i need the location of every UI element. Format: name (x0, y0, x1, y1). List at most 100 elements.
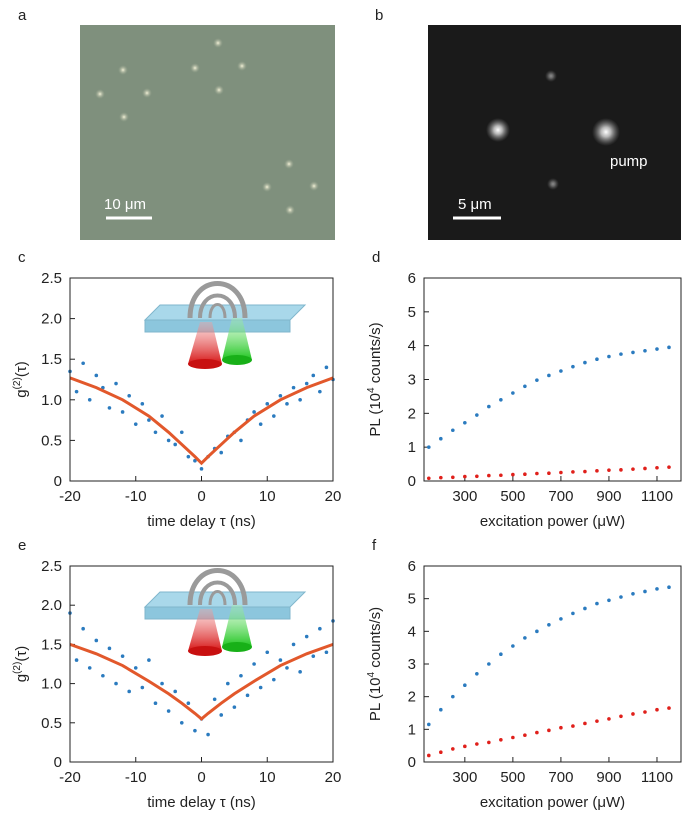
y-tick-label: 6 (408, 558, 416, 575)
data-point (74, 389, 79, 394)
annotation: pump (610, 153, 648, 170)
data-point (583, 606, 587, 611)
data-point (427, 476, 431, 481)
data-point (173, 689, 177, 694)
y-tick-label: 0.5 (41, 715, 62, 732)
data-point (583, 469, 587, 474)
data-point (619, 714, 623, 719)
data-point (511, 735, 515, 740)
x-tick-label: 20 (325, 769, 342, 786)
panel-label: d (372, 249, 380, 266)
data-point (298, 398, 302, 402)
data-point (619, 352, 623, 356)
scale-bar-label: 5 μm (458, 196, 492, 213)
x-tick-label: 10 (259, 488, 276, 505)
data-point (153, 701, 158, 705)
data-point (140, 685, 145, 690)
panel-label: f (372, 537, 377, 554)
data-point (619, 468, 623, 472)
data-point (285, 402, 289, 406)
data-point (120, 410, 125, 414)
data-point (571, 724, 575, 728)
data-point (94, 373, 99, 378)
data-point (475, 742, 479, 746)
micrograph (80, 25, 335, 240)
data-point (133, 422, 138, 426)
x-tick-label: 1100 (641, 488, 673, 505)
data-point (318, 389, 322, 394)
data-point (499, 652, 503, 656)
y-tick-label: 2.5 (41, 270, 62, 287)
data-point (114, 381, 118, 386)
fluorescence-image (428, 25, 681, 240)
y-tick-label: 4 (408, 623, 416, 640)
data-point (245, 693, 250, 698)
data-point (114, 681, 118, 686)
data-point (291, 385, 296, 390)
schematic-inset (143, 568, 307, 656)
data-point (324, 365, 329, 370)
data-point (120, 654, 125, 658)
y-tick-label: 6 (408, 270, 416, 287)
data-point (595, 469, 599, 473)
x-tick-label: 1100 (641, 769, 673, 786)
data-point (304, 634, 309, 639)
y-label-sup: 4 (366, 387, 377, 393)
data-point (451, 747, 455, 751)
y-label-text: PL (10 (367, 393, 384, 437)
data-point (535, 730, 539, 735)
plot-frame (69, 565, 334, 763)
data-point (166, 709, 171, 713)
data-point (607, 354, 611, 359)
data-point (451, 694, 455, 699)
data-point (523, 636, 527, 640)
data-point (487, 473, 491, 478)
x-tick-label: 300 (452, 769, 477, 786)
data-point (304, 381, 309, 386)
y-tick-label: 0 (54, 754, 62, 771)
data-point (272, 677, 276, 682)
fit-line (69, 642, 334, 721)
y-tick-label: 3 (408, 656, 416, 673)
data-point (81, 626, 85, 631)
data-point (655, 587, 659, 591)
data-point (133, 666, 138, 670)
x-tick-label: 500 (500, 488, 525, 505)
data-point (272, 414, 276, 418)
y-tick-label: 1.0 (41, 392, 62, 409)
data-point (523, 472, 527, 477)
data-point (439, 436, 443, 441)
data-point (499, 398, 503, 402)
data-point (655, 466, 659, 470)
schematic-inset (143, 281, 307, 369)
x-axis-label: excitation power (μW) (480, 794, 625, 811)
data-point (179, 721, 184, 725)
data-point (667, 465, 671, 469)
x-tick-label: 700 (548, 769, 573, 786)
data-point (571, 364, 575, 369)
data-point (595, 601, 599, 606)
y-tick-label: 0 (54, 473, 62, 490)
data-point (667, 585, 671, 590)
y-tick-label: 1.0 (41, 676, 62, 693)
data-point (186, 454, 191, 459)
data-point (607, 717, 611, 721)
data-point (523, 384, 527, 389)
data-point (451, 475, 455, 480)
data-point (643, 466, 647, 471)
data-point (463, 421, 467, 425)
x-tick-label: 300 (452, 488, 477, 505)
data-point (298, 670, 302, 674)
y-tick-label: 0.5 (41, 432, 62, 449)
y-label-sup: 4 (366, 671, 377, 677)
data-point (107, 406, 112, 410)
data-point (179, 430, 184, 435)
data-point (535, 378, 539, 382)
data-point (631, 712, 635, 716)
data-point (559, 617, 563, 621)
data-point (571, 611, 575, 616)
y-label-text: PL (10 (367, 677, 384, 721)
data-point (451, 428, 455, 433)
y-tick-label: 2 (408, 405, 416, 422)
y-tick-label: 1 (408, 439, 416, 456)
